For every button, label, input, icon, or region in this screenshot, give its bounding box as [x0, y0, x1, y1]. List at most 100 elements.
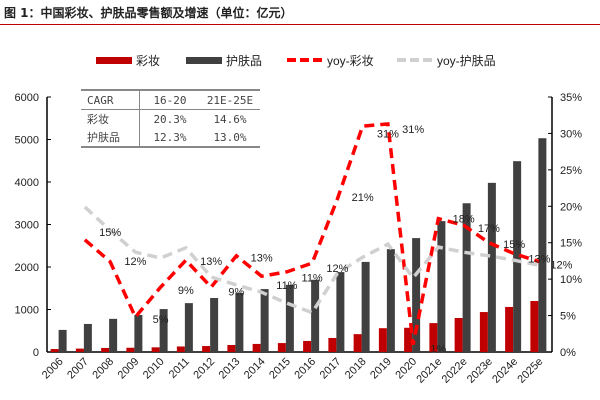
bar-cosmetics [252, 343, 261, 352]
bar-skincare [462, 203, 471, 352]
data-label: 13% [251, 252, 273, 264]
right-tick-label: 30% [560, 128, 582, 140]
x-tick-label: 2017 [318, 356, 344, 382]
legend-label: 护肤品 [226, 53, 262, 68]
cagr-table: CAGR 16-20 21E-25E 彩妆 20.3% 14.6% 护肤品 12… [81, 89, 260, 148]
x-tick-label: 2011 [167, 356, 192, 381]
bar-skincare [361, 261, 370, 352]
bar-cosmetics [454, 318, 463, 352]
data-label: 13% [200, 256, 222, 268]
x-tick-label: 2024e [490, 356, 520, 386]
data-label: 15% [503, 239, 525, 251]
x-tick-label: 2023e [465, 356, 495, 386]
bar-cosmetics [353, 334, 362, 352]
legend-label: yoy-护肤品 [437, 53, 496, 68]
figure-title: 图 1：中国彩妆、护肤品零售额及增速（单位：亿元） [4, 6, 293, 20]
data-label: 12% [326, 263, 348, 275]
data-label: 9% [178, 285, 194, 297]
x-tick-label: 2006 [40, 356, 66, 382]
left-tick-label: 3000 [15, 220, 39, 232]
bar-cosmetics [479, 312, 488, 352]
legend-swatch [96, 57, 132, 64]
x-tick-label: 2021e [414, 356, 444, 386]
bar-cosmetics [126, 347, 135, 352]
bar-cosmetics [176, 346, 185, 352]
right-tick-label: 10% [560, 274, 582, 286]
cagr-header-row: CAGR 16-20 21E-25E [81, 89, 260, 110]
bar-cosmetics [404, 327, 413, 352]
bar-skincare [83, 323, 92, 352]
cagr-cell: 12.3% [139, 128, 200, 148]
right-tick-label: 35% [560, 92, 582, 104]
bar-cosmetics [378, 328, 387, 352]
right-tick-label: 20% [560, 201, 582, 213]
data-label: 1% [430, 343, 446, 355]
data-label: 15% [99, 227, 121, 239]
x-tick-label: 2019 [368, 356, 394, 382]
data-label: 11% [302, 273, 323, 285]
bar-skincare [134, 315, 143, 352]
bar-skincare [412, 238, 421, 352]
legend-swatch [186, 57, 222, 64]
cagr-header: CAGR [81, 89, 140, 110]
x-tick-label: 2022e [440, 356, 470, 386]
bar-skincare [184, 303, 193, 352]
right-tick-label: 25% [560, 165, 582, 177]
bar-cosmetics [101, 347, 110, 352]
right-tick-label: 0% [560, 347, 576, 359]
left-tick-label: 0 [33, 347, 39, 359]
bar-cosmetics [151, 347, 160, 352]
bar-skincare [235, 292, 244, 352]
data-label: 31% [377, 128, 399, 140]
bar-cosmetics [75, 348, 84, 352]
bar-skincare [109, 318, 118, 352]
data-label: 18% [453, 214, 475, 226]
data-label: 21% [352, 192, 374, 204]
bar-skincare [311, 279, 320, 352]
left-tick-label: 4000 [15, 177, 39, 189]
bar-cosmetics [277, 343, 286, 352]
x-tick-label: 2009 [116, 356, 142, 382]
x-tick-label: 2012 [191, 356, 217, 382]
bar-cosmetics [303, 340, 312, 352]
data-label: 12% [550, 260, 572, 272]
cagr-header: 21E-25E [200, 89, 260, 110]
bar-skincare [538, 138, 547, 352]
data-label: 12% [124, 256, 146, 268]
data-label: 9% [228, 287, 244, 299]
bar-skincare [58, 329, 67, 352]
data-label: 17% [478, 223, 500, 235]
bar-skincare [285, 284, 294, 352]
title-divider [0, 24, 600, 25]
bar-cosmetics [505, 306, 514, 352]
bar-skincare [210, 298, 219, 352]
data-label: 31% [402, 124, 424, 136]
cagr-cell: 20.3% [153, 112, 187, 126]
x-tick-label: 2010 [141, 356, 167, 382]
bar-cosmetics [50, 349, 59, 352]
legend-label: yoy-彩妆 [327, 54, 374, 68]
x-tick-label: 2015 [267, 356, 293, 382]
bar-cosmetics [328, 337, 337, 352]
left-tick-label: 1000 [15, 305, 39, 317]
data-label: 13% [528, 254, 550, 266]
left-tick-label: 6000 [15, 92, 39, 104]
bar-skincare [487, 182, 496, 352]
x-tick-label: 2013 [217, 356, 243, 382]
x-tick-label: 2007 [65, 356, 91, 382]
x-tick-label: 2014 [242, 356, 268, 382]
bar-cosmetics [530, 301, 539, 352]
x-tick-label: 2025e [515, 356, 545, 386]
cagr-cell: 13.0% [200, 128, 260, 148]
bar-cosmetics [429, 323, 438, 352]
cagr-row: 彩妆 20.3% 14.6% [81, 109, 260, 128]
cagr-cell: 14.6% [213, 112, 247, 126]
legend-label: 彩妆 [136, 54, 160, 68]
bar-skincare [513, 161, 522, 352]
left-tick-label: 2000 [15, 262, 39, 274]
bar-skincare [437, 221, 446, 352]
bar-skincare [386, 249, 395, 352]
bar-cosmetics [227, 344, 236, 352]
bar-skincare [336, 272, 345, 352]
